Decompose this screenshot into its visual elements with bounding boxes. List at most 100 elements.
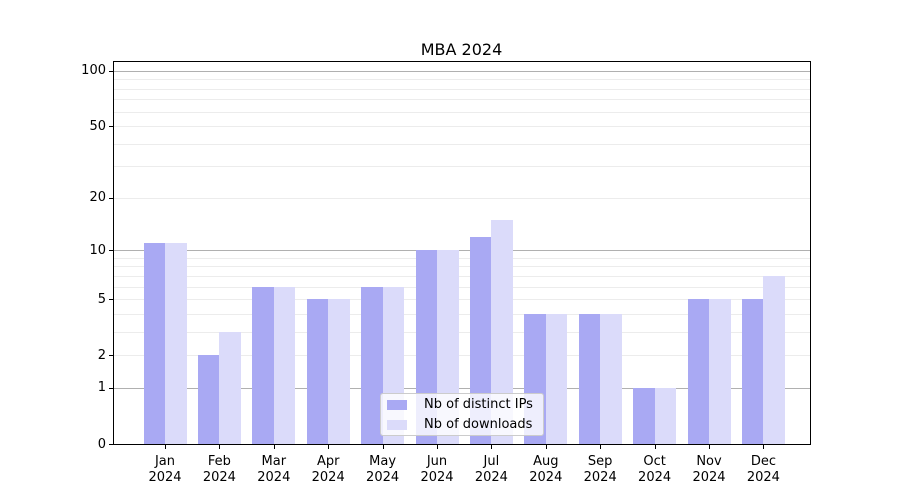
x-tick-month: Jun (426, 454, 448, 469)
x-tick-month: Feb (207, 454, 231, 469)
x-tick-label-apr: Apr 2024 (296, 454, 360, 486)
bar-distinct-ips-may (361, 286, 383, 444)
major-gridline (114, 387, 810, 389)
x-tick-mark (165, 445, 166, 449)
chart-title: MBA 2024 (420, 40, 503, 59)
minor-gridline (114, 355, 810, 357)
bar-distinct-ips-jul (469, 236, 492, 444)
legend-entry-distinct-ips: Nb of distinct IPs (381, 396, 543, 414)
minor-gridline (114, 299, 810, 301)
minor-gridline (114, 166, 810, 168)
y-tick-label: 20 (89, 190, 106, 206)
major-gridline (114, 70, 810, 72)
x-tick-year: 2024 (529, 470, 563, 485)
x-tick-label-oct: Oct 2024 (623, 454, 687, 486)
y-tick-label: 1 (97, 380, 106, 396)
bar-distinct-ips-jan (143, 243, 165, 444)
x-tick-mark (273, 445, 275, 449)
x-tick-month: Apr (316, 454, 340, 469)
legend-entry-downloads: Nb of downloads (381, 416, 543, 434)
legend-swatch-distinct-ips (387, 399, 407, 410)
bar-downloads-dec (763, 275, 785, 444)
x-tick-month: May (369, 454, 397, 469)
bar-downloads-aug (545, 313, 568, 444)
x-tick-label-sep: Sep 2024 (568, 454, 632, 486)
x-tick-year: 2024 (366, 470, 400, 485)
x-tick-year: 2024 (583, 470, 617, 485)
y-tick-mark (109, 197, 113, 199)
minor-gridline (114, 79, 810, 81)
x-tick-month: Dec (750, 454, 776, 469)
x-tick-label-may: May 2024 (351, 454, 415, 486)
x-tick-label-dec: Dec 2024 (731, 454, 795, 486)
y-tick-mark (109, 70, 113, 72)
x-tick-year: 2024 (420, 470, 454, 485)
minor-gridline (114, 88, 810, 90)
x-tick-label-aug: Aug 2024 (514, 454, 578, 486)
minor-gridline (114, 275, 810, 277)
minor-gridline (114, 197, 810, 199)
bar-downloads-feb (219, 331, 241, 444)
x-tick-mark (600, 445, 602, 449)
minor-gridline (114, 111, 810, 113)
legend: Nb of distinct IPs Nb of downloads (380, 393, 544, 436)
x-tick-label-mar: Mar 2024 (242, 454, 306, 486)
x-tick-mark (654, 445, 656, 449)
x-tick-year: 2024 (148, 470, 182, 485)
x-tick-year: 2024 (638, 470, 672, 485)
bar-distinct-ips-sep (578, 313, 601, 444)
y-tick-mark (109, 126, 113, 128)
x-tick-year: 2024 (202, 470, 236, 485)
x-tick-month: Aug (533, 454, 559, 469)
legend-label-downloads: Nb of downloads (424, 416, 533, 432)
minor-gridline (114, 286, 810, 288)
minor-gridline (114, 266, 810, 268)
y-tick-mark (109, 444, 113, 445)
bar-distinct-ips-dec (741, 299, 764, 444)
x-tick-year: 2024 (746, 470, 780, 485)
y-tick-mark (109, 299, 113, 301)
y-tick-mark (109, 250, 113, 252)
bar-distinct-ips-feb (197, 355, 220, 444)
bar-downloads-jan (165, 243, 187, 444)
x-tick-label-feb: Feb 2024 (187, 454, 251, 486)
x-tick-year: 2024 (474, 470, 508, 485)
x-tick-label-nov: Nov 2024 (677, 454, 741, 486)
major-gridline (114, 250, 810, 252)
x-tick-month: Mar (261, 454, 287, 469)
x-tick-year: 2024 (692, 470, 726, 485)
x-tick-label-jan: Jan 2024 (133, 454, 197, 486)
x-tick-year: 2024 (257, 470, 291, 485)
y-tick-mark (109, 387, 113, 389)
bar-distinct-ips-mar (252, 286, 274, 444)
x-tick-month: Jan (154, 454, 176, 469)
x-tick-mark (491, 445, 493, 449)
minor-gridline (114, 99, 810, 101)
x-tick-year: 2024 (311, 470, 345, 485)
x-tick-mark (709, 445, 710, 449)
x-tick-mark (382, 445, 384, 449)
legend-label-distinct-ips: Nb of distinct IPs (424, 396, 533, 412)
legend-swatch-downloads (387, 419, 407, 430)
y-tick-label: 10 (89, 242, 106, 258)
x-tick-label-jul: Jul 2024 (459, 454, 523, 486)
x-tick-label-jun: Jun 2024 (405, 454, 469, 486)
x-tick-mark (545, 445, 547, 449)
minor-gridline (114, 313, 810, 315)
minor-gridline (114, 126, 810, 128)
x-tick-month: Nov (696, 454, 722, 469)
x-tick-month: Sep (587, 454, 613, 469)
y-tick-label: 0 (97, 436, 106, 452)
y-tick-mark (109, 355, 113, 357)
bar-downloads-jul (491, 219, 513, 444)
x-tick-month: Oct (643, 454, 666, 469)
bar-distinct-ips-oct (633, 387, 655, 444)
x-tick-mark (219, 445, 221, 449)
y-tick-label: 5 (97, 291, 106, 307)
x-tick-mark (763, 445, 765, 449)
bar-distinct-ips-apr (306, 299, 329, 444)
x-tick-month: Jul (483, 454, 500, 469)
y-tick-label: 2 (97, 347, 106, 363)
x-tick-mark (328, 445, 330, 449)
